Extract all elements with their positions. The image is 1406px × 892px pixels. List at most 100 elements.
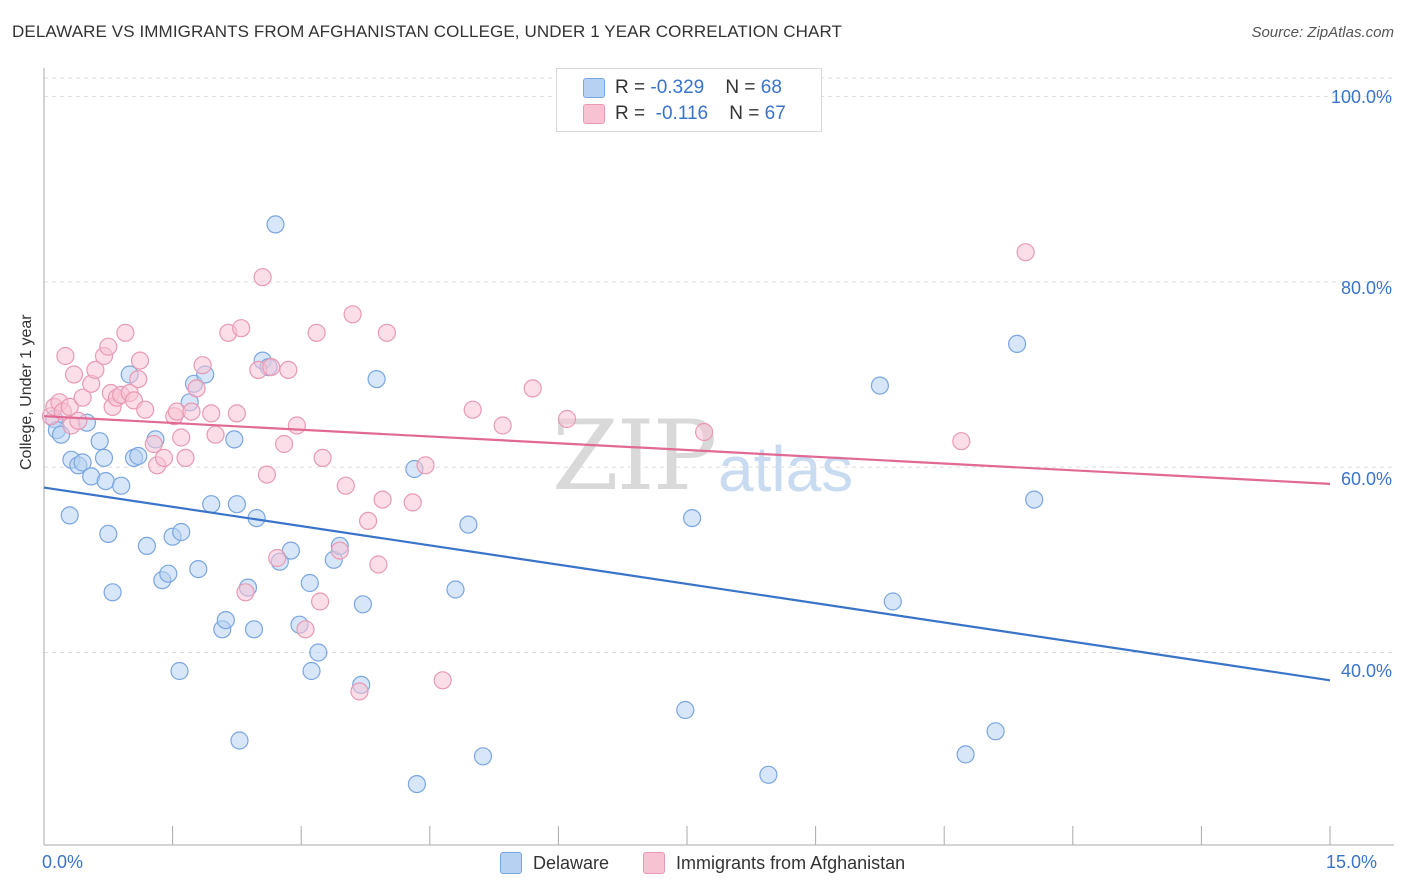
data-point[interactable] <box>353 595 372 614</box>
data-point[interactable] <box>86 360 105 379</box>
data-point[interactable] <box>230 731 249 750</box>
data-point[interactable] <box>956 745 975 764</box>
data-point[interactable] <box>154 448 174 467</box>
data-point[interactable] <box>986 722 1005 741</box>
data-point[interactable] <box>73 388 92 407</box>
data-point[interactable] <box>187 379 206 398</box>
legend-n-value: 67 <box>764 103 786 124</box>
data-point[interactable] <box>446 580 465 599</box>
data-point[interactable] <box>407 774 426 794</box>
data-point[interactable] <box>69 411 88 430</box>
data-point[interactable] <box>172 428 191 447</box>
data-point[interactable] <box>433 671 452 690</box>
data-point[interactable] <box>90 432 109 451</box>
data-point[interactable] <box>170 661 189 681</box>
data-point[interactable] <box>287 416 306 435</box>
data-point[interactable] <box>202 495 221 514</box>
data-point[interactable] <box>309 643 328 662</box>
data-point[interactable] <box>99 524 118 544</box>
data-point[interactable] <box>300 573 319 593</box>
data-point[interactable] <box>144 434 163 454</box>
data-point[interactable] <box>275 434 294 454</box>
data-point[interactable] <box>232 319 251 338</box>
data-point[interactable] <box>313 448 332 467</box>
data-point[interactable] <box>129 370 148 389</box>
data-point[interactable] <box>96 472 115 491</box>
data-point[interactable] <box>216 610 235 630</box>
data-point[interactable] <box>193 356 212 375</box>
data-point[interactable] <box>159 564 178 583</box>
data-point[interactable] <box>367 370 386 389</box>
data-point[interactable] <box>682 508 702 528</box>
data-point[interactable] <box>369 555 388 574</box>
data-point[interactable] <box>244 620 264 639</box>
trend-line-delaware <box>43 486 1331 682</box>
data-point[interactable] <box>279 360 298 379</box>
data-point[interactable] <box>136 400 155 419</box>
legend-swatch-delaware <box>500 852 522 874</box>
data-point[interactable] <box>99 337 118 356</box>
data-point[interactable] <box>73 453 92 472</box>
data-point[interactable] <box>94 448 114 467</box>
data-point[interactable] <box>116 323 135 342</box>
data-point[interactable] <box>373 490 392 509</box>
data-point[interactable] <box>176 448 195 467</box>
data-point[interactable] <box>676 700 695 720</box>
data-point[interactable] <box>268 548 287 568</box>
data-point[interactable] <box>416 456 435 475</box>
data-point[interactable] <box>463 400 482 419</box>
data-point[interactable] <box>302 661 321 681</box>
data-point[interactable] <box>952 432 971 451</box>
data-point[interactable] <box>330 541 349 560</box>
data-point[interactable] <box>103 583 122 602</box>
data-point[interactable] <box>137 536 156 556</box>
data-point[interactable] <box>307 323 326 342</box>
data-point[interactable] <box>523 379 542 398</box>
data-point[interactable] <box>336 476 355 495</box>
data-point[interactable] <box>557 409 577 429</box>
legend-item-afghanistan[interactable]: Immigrants from Afghanistan <box>643 852 905 874</box>
data-point[interactable] <box>202 404 221 423</box>
data-point[interactable] <box>262 358 281 377</box>
data-point[interactable] <box>377 323 396 342</box>
data-point[interactable] <box>1025 490 1044 509</box>
data-point[interactable] <box>112 476 131 495</box>
x-tick-label-max: 15.0% <box>1326 852 1378 872</box>
data-point[interactable] <box>172 522 191 542</box>
data-point[interactable] <box>257 465 276 484</box>
data-point[interactable] <box>473 747 493 766</box>
data-point[interactable] <box>350 682 369 701</box>
y-tick-label-100: 100.0% <box>1330 87 1392 107</box>
data-point[interactable] <box>253 268 272 287</box>
y-tick-label-60: 60.0% <box>1340 469 1392 489</box>
legend-r-label: R = <box>615 103 651 124</box>
data-point[interactable] <box>60 506 79 525</box>
data-point[interactable] <box>227 404 246 423</box>
data-point[interactable] <box>1007 334 1027 353</box>
data-point[interactable] <box>403 493 422 512</box>
data-point[interactable] <box>694 422 714 442</box>
data-point[interactable] <box>56 346 75 366</box>
data-point[interactable] <box>182 402 201 421</box>
data-point[interactable] <box>236 583 255 602</box>
data-point[interactable] <box>64 365 84 384</box>
data-point[interactable] <box>459 515 478 534</box>
data-point[interactable] <box>759 765 778 784</box>
data-point[interactable] <box>60 397 79 416</box>
data-point[interactable] <box>129 446 148 466</box>
data-point[interactable] <box>266 215 285 234</box>
legend-item-delaware[interactable]: Delaware <box>500 852 609 874</box>
data-point[interactable] <box>227 495 246 514</box>
data-point[interactable] <box>130 351 150 370</box>
data-point[interactable] <box>189 559 208 579</box>
data-point[interactable] <box>870 376 890 395</box>
data-point[interactable] <box>359 511 378 531</box>
data-point[interactable] <box>296 620 315 639</box>
data-point[interactable] <box>206 425 225 444</box>
data-point[interactable] <box>343 305 362 324</box>
data-point[interactable] <box>493 416 512 435</box>
data-point[interactable] <box>225 430 244 449</box>
data-point[interactable] <box>883 592 902 611</box>
data-point[interactable] <box>311 592 330 611</box>
data-point[interactable] <box>1016 243 1035 262</box>
